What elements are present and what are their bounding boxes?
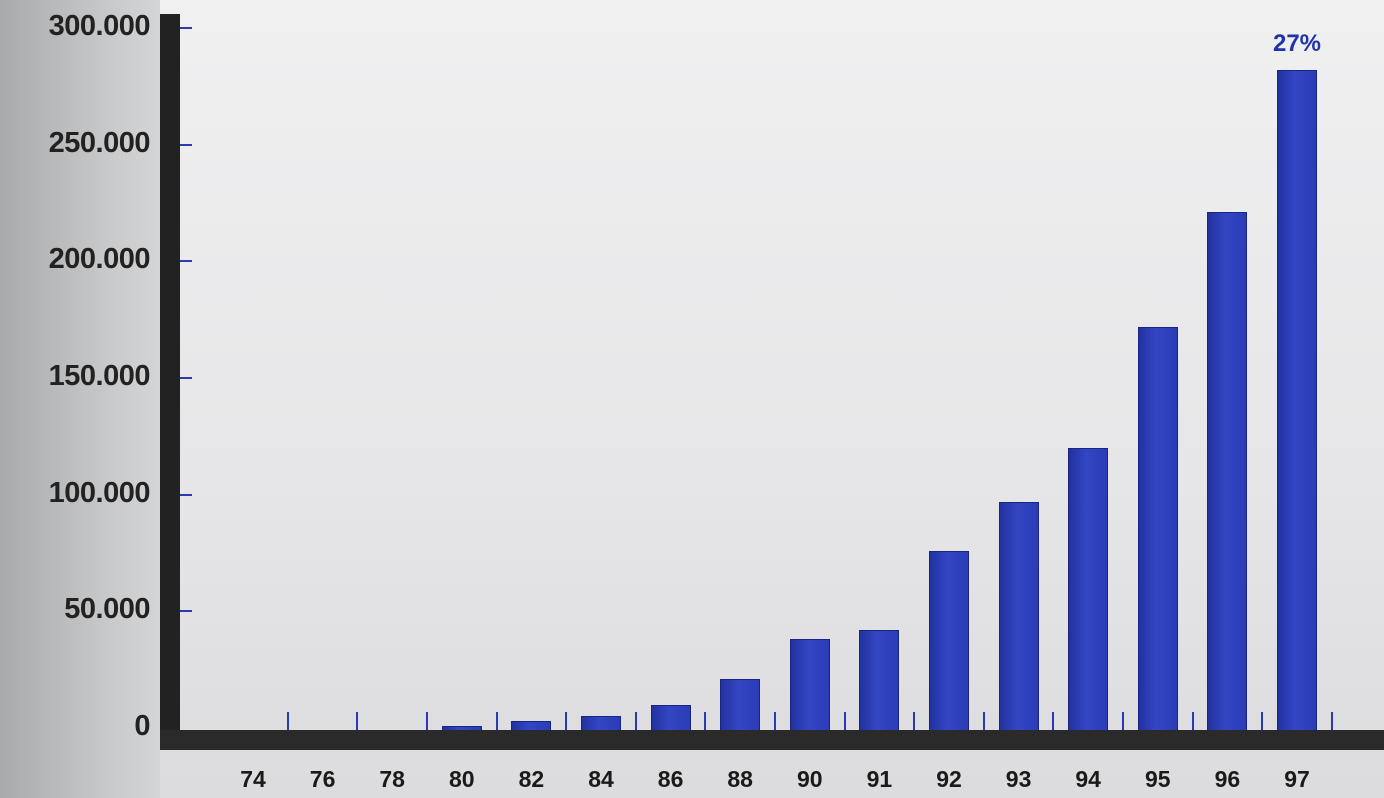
x-tick-mark [426, 712, 428, 730]
y-tick-label: 100.000 [48, 476, 151, 509]
x-tick-mark [356, 712, 359, 730]
y-tick-mark [180, 27, 192, 29]
x-tick-label: 95 [1145, 766, 1171, 792]
x-tick-label: 74 [240, 766, 266, 792]
bar-97 [1277, 70, 1317, 732]
y-axis-line [160, 14, 180, 749]
y-tick-mark [180, 260, 192, 263]
x-tick-label: 84 [588, 766, 614, 792]
x-tick-label: 80 [449, 766, 475, 792]
x-tick-mark [1191, 712, 1194, 730]
bar-91 [859, 630, 900, 732]
y-axis-panel [0, 0, 160, 798]
x-tick-mark [1052, 712, 1055, 730]
y-tick-label: 50.000 [64, 593, 150, 626]
x-tick-label: 86 [657, 766, 684, 792]
x-tick-mark [774, 712, 776, 730]
x-tick-label: 97 [1284, 766, 1310, 792]
y-tick-mark [180, 377, 192, 379]
x-tick-mark [565, 712, 568, 730]
x-tick-label: 94 [1075, 766, 1101, 792]
bar-94 [1068, 448, 1109, 732]
x-tick-mark [286, 712, 289, 730]
bar-96 [1207, 212, 1248, 732]
y-tick-mark [180, 493, 192, 496]
x-tick-mark [913, 712, 916, 730]
growth-annotation: 27% [1272, 30, 1322, 57]
x-tick-mark [634, 712, 637, 730]
bar-90 [789, 639, 830, 732]
x-tick-mark [1261, 712, 1264, 730]
x-axis-line [160, 730, 1384, 750]
x-tick-label: 82 [518, 766, 545, 792]
x-tick-label: 90 [797, 766, 823, 792]
x-tick-mark [1330, 712, 1333, 730]
x-tick-label: 93 [1005, 766, 1032, 792]
y-tick-label: 150.000 [48, 360, 151, 392]
x-tick-mark [982, 712, 985, 730]
y-tick-mark [180, 143, 192, 146]
bar-95 [1137, 326, 1178, 732]
x-tick-mark [704, 712, 707, 730]
x-tick-label: 78 [379, 766, 405, 792]
bar-93 [998, 501, 1039, 732]
x-tick-label: 92 [936, 766, 962, 792]
x-tick-mark [1122, 712, 1124, 730]
bar-88 [720, 679, 761, 732]
x-tick-label: 91 [866, 766, 893, 792]
y-tick-label: 250.000 [48, 126, 151, 159]
y-tick-label: 0 [134, 710, 150, 742]
x-tick-label: 96 [1214, 766, 1241, 792]
y-tick-label: 200.000 [48, 243, 151, 276]
x-tick-label: 88 [727, 766, 753, 792]
y-tick-label: 300.000 [48, 10, 151, 42]
bar-92 [929, 550, 969, 732]
y-tick-mark [180, 610, 192, 613]
plot-area [160, 0, 1384, 798]
x-tick-mark [495, 712, 498, 730]
bar-86 [650, 704, 691, 732]
x-tick-mark [843, 712, 846, 730]
x-tick-label: 76 [309, 766, 336, 792]
